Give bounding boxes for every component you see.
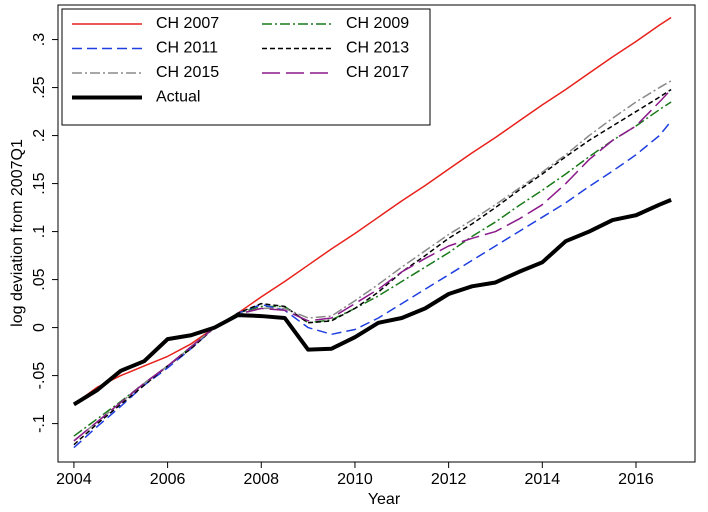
series-line (73, 16, 672, 405)
y-axis-label: log deviation from 2007Q1 (9, 139, 26, 327)
x-axis-label: Year (368, 491, 401, 508)
legend-label: CH 2015 (156, 64, 219, 81)
y-tick-label: -.05 (31, 362, 48, 390)
x-tick-label: 2006 (150, 471, 186, 488)
x-tick-label: 2012 (431, 471, 467, 488)
x-tick-label: 2016 (618, 471, 654, 488)
legend-label: CH 2011 (156, 40, 218, 57)
y-tick-label: 0 (31, 323, 48, 332)
legend-label: Actual (156, 89, 200, 106)
x-tick-label: 2014 (525, 471, 561, 488)
legend-label: CH 2017 (346, 64, 409, 81)
legend-label: CH 2013 (346, 40, 409, 57)
y-tick-label: .1 (31, 225, 48, 238)
series-line (73, 80, 672, 442)
legend-label: CH 2009 (346, 15, 409, 32)
legend-label: CH 2007 (156, 15, 219, 32)
y-tick-label: .15 (31, 172, 48, 194)
series-line (72, 198, 672, 407)
x-tick-label: 2010 (337, 471, 373, 488)
x-tick-label: 2008 (243, 471, 279, 488)
x-tick-label: 2004 (56, 471, 92, 488)
y-tick-label: -.1 (31, 414, 48, 433)
legend-box (61, 8, 431, 126)
series-line (73, 120, 672, 449)
y-tick-label: .25 (31, 76, 48, 98)
series-line (73, 101, 672, 437)
y-tick-label: .2 (31, 129, 48, 142)
y-tick-label: .3 (31, 33, 48, 46)
y-tick-label: .05 (31, 268, 48, 290)
plot-frame (57, 4, 696, 463)
series-line (73, 88, 672, 442)
